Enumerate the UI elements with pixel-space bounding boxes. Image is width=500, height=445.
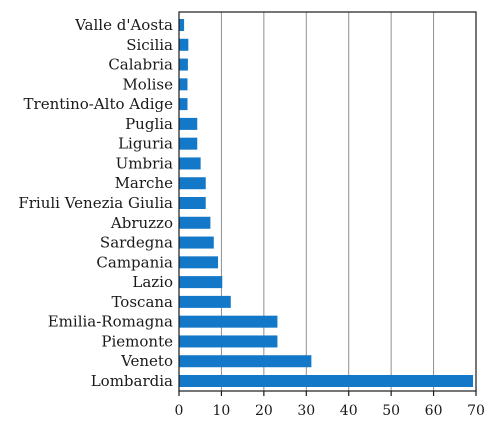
- category-label: Toscana: [111, 293, 173, 311]
- category-label: Sicilia: [126, 36, 173, 54]
- bars: [179, 19, 474, 387]
- category-label: Marche: [115, 174, 174, 192]
- bar: [179, 78, 188, 91]
- bar: [179, 137, 198, 150]
- bar: [179, 355, 312, 368]
- x-tick-label: 50: [382, 403, 400, 419]
- bar: [179, 197, 206, 209]
- grid-lines: [220, 12, 435, 391]
- bar: [179, 216, 211, 229]
- category-label: Abruzzo: [110, 214, 173, 232]
- bar: [179, 236, 214, 249]
- bar: [179, 335, 278, 348]
- category-label: Umbria: [116, 154, 173, 172]
- category-label: Liguria: [118, 135, 173, 153]
- x-axis-ticks: 0 10 20 30 40 50 60 70: [175, 391, 485, 419]
- x-tick-label: 70: [467, 403, 485, 419]
- category-label: Piemonte: [101, 332, 173, 350]
- x-tick-label: 60: [425, 403, 443, 419]
- category-label: Veneto: [120, 352, 173, 370]
- x-tick-label: 20: [255, 403, 273, 419]
- category-label: Puglia: [125, 115, 173, 133]
- bar: [179, 19, 185, 31]
- category-label: Molise: [122, 75, 173, 93]
- bar: [179, 117, 198, 130]
- x-tick-label: 10: [213, 403, 231, 419]
- category-label: Valle d'Aosta: [74, 16, 173, 34]
- bar: [179, 58, 188, 71]
- plot-frame: [178, 11, 477, 392]
- bar: [179, 315, 278, 328]
- bar: [179, 295, 231, 308]
- bar: [179, 276, 223, 289]
- category-label: Lazio: [132, 273, 173, 291]
- bar: [179, 375, 474, 387]
- category-label: Trentino-Alto Adige: [24, 95, 174, 113]
- category-label: Lombardia: [91, 372, 173, 390]
- category-label: Campania: [96, 253, 173, 271]
- category-label: Sardegna: [100, 234, 173, 252]
- bar: [179, 256, 219, 269]
- bar: [179, 157, 201, 170]
- bar: [179, 38, 189, 51]
- category-label: Friuli Venezia Giulia: [18, 194, 173, 212]
- category-label: Emilia-Romagna: [48, 313, 173, 331]
- x-tick-label: 40: [340, 403, 358, 419]
- x-tick-label: 30: [297, 403, 315, 419]
- category-label: Calabria: [108, 56, 173, 74]
- bar: [179, 177, 206, 190]
- bar: [179, 98, 188, 111]
- x-tick-label: 0: [175, 403, 184, 419]
